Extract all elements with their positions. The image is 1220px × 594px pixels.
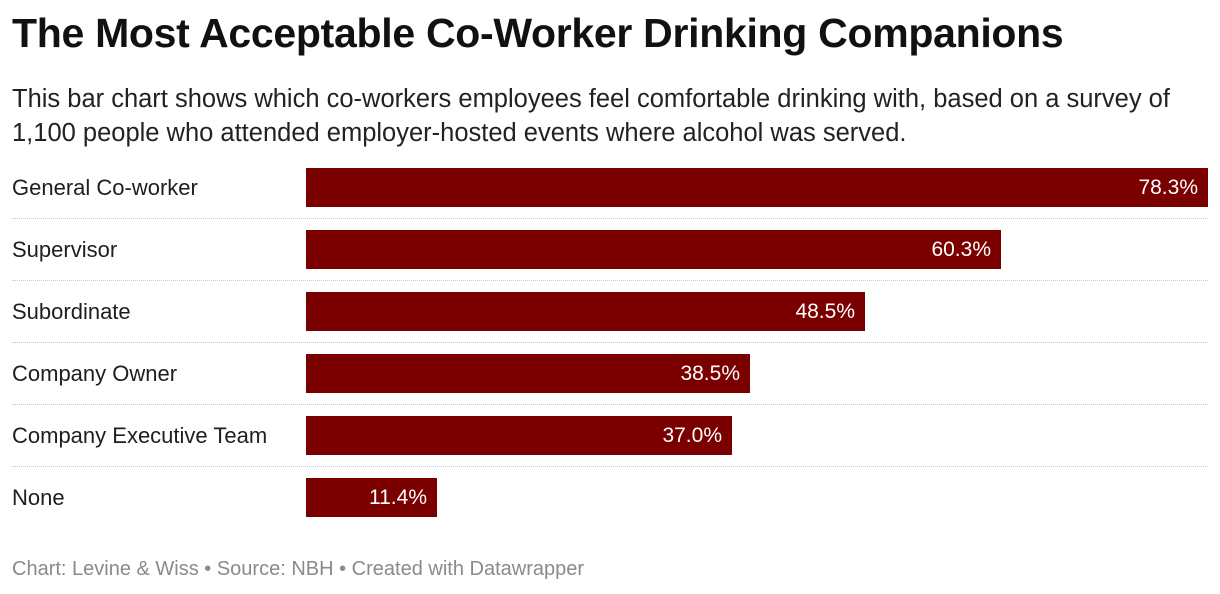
chart-subtitle: This bar chart shows which co-workers em… <box>12 85 1170 147</box>
row-divider <box>12 466 1208 467</box>
category-label: Company Executive Team <box>12 423 268 448</box>
category-label: Company Owner <box>12 361 178 386</box>
bar-chart: General Co-worker 78.3% Supervisor 60.3% Sub… <box>0 156 1220 536</box>
bar: 38.5% <box>306 354 750 393</box>
chart-title: The Most Acceptable Co-Worker Drinking C… <box>12 10 1064 56</box>
bar-value-label: 38.5% <box>680 362 740 385</box>
bar: 11.4% <box>306 478 437 517</box>
bar-value-label: 11.4% <box>369 486 427 509</box>
bar-row: Supervisor 60.3% <box>0 218 1220 280</box>
category-label: None <box>12 485 65 510</box>
bar-row: Subordinate 48.5% <box>0 280 1220 342</box>
bar: 78.3% <box>306 168 1208 207</box>
bar-value-label: 78.3% <box>1138 176 1198 199</box>
bar: 48.5% <box>306 292 865 331</box>
bar-row: Company Owner 38.5% <box>0 342 1220 404</box>
bar-value-label: 60.3% <box>931 238 991 261</box>
bar: 60.3% <box>306 230 1001 269</box>
chart-footer: Chart: Levine & Wiss • Source: NBH • Cre… <box>12 558 585 580</box>
row-divider <box>12 218 1208 219</box>
bar-row: General Co-worker 78.3% <box>0 156 1220 218</box>
bar-row: Company Executive Team 37.0% <box>0 404 1220 466</box>
category-label: Supervisor <box>12 237 118 262</box>
category-label: General Co-worker <box>12 175 198 200</box>
bar-value-label: 48.5% <box>795 300 855 323</box>
bar-row: None 11.4% <box>0 466 1220 528</box>
row-divider <box>12 342 1208 343</box>
row-divider <box>12 404 1208 405</box>
category-label: Subordinate <box>12 299 131 324</box>
row-divider <box>12 280 1208 281</box>
bar-value-label: 37.0% <box>662 424 722 447</box>
bar: 37.0% <box>306 416 732 455</box>
